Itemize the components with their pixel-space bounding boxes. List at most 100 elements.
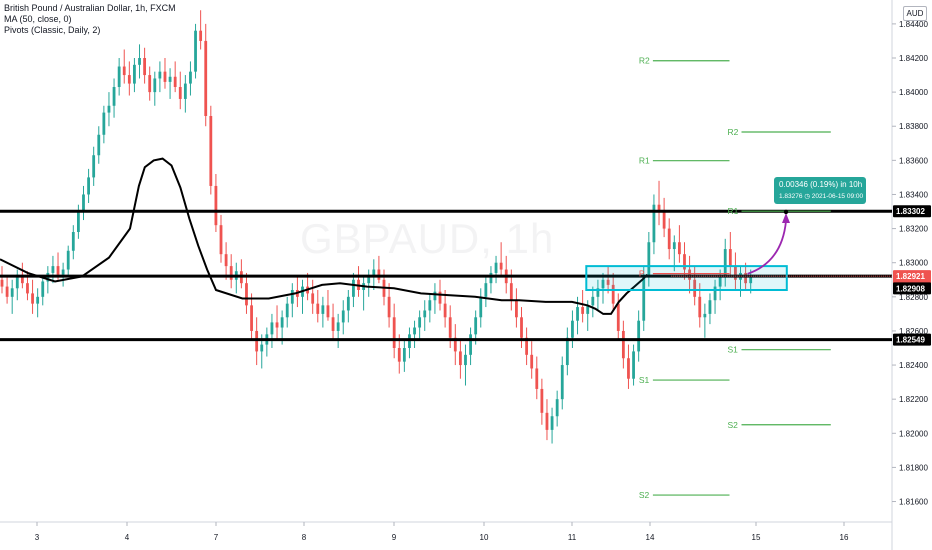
candle-body (82, 194, 85, 212)
candle-body (667, 228, 671, 250)
candle-body (693, 279, 697, 297)
candle-body (606, 279, 610, 285)
y-tick-label: 1.82400 (899, 361, 928, 370)
candle-body (560, 365, 564, 400)
symbol-watermark: GBPAUD, 1h (300, 215, 555, 262)
y-tick-label: 1.83400 (899, 190, 928, 199)
y-tick-label: 1.84400 (899, 20, 928, 29)
candle-body (127, 75, 131, 84)
candle-body (214, 185, 218, 226)
candle-body (413, 327, 416, 335)
candle-body (352, 279, 355, 297)
candle-body (423, 310, 427, 318)
candle-body (408, 334, 411, 348)
candle-body (153, 78, 157, 93)
x-tick-label: 4 (125, 533, 130, 542)
level-price-tag-bg (893, 205, 931, 218)
candle-body (611, 284, 615, 304)
candle-body (92, 155, 96, 178)
candle-body (530, 354, 534, 369)
candle-body (107, 105, 111, 113)
candle-body (627, 358, 630, 379)
y-tick-label: 1.81800 (899, 463, 928, 472)
candle-body (647, 242, 651, 277)
y-tick-label: 1.82200 (899, 395, 928, 404)
candle-body (688, 269, 691, 280)
chart-legend: British Pound / Australian Dollar, 1h, F… (4, 3, 176, 36)
pivot-label: R2 (728, 127, 739, 137)
candle-body (499, 262, 503, 270)
candle-body (15, 274, 19, 289)
candle-body (270, 322, 274, 335)
candle-body (20, 274, 24, 284)
candle-body (469, 334, 472, 355)
legend-pivots: Pivots (Classic, Daily, 2) (4, 25, 101, 35)
candle-body (479, 296, 483, 318)
pivot-label: S2 (639, 490, 650, 500)
candle-body (418, 317, 422, 328)
candle-body (229, 266, 233, 280)
currency-badge[interactable]: AUD (903, 6, 927, 21)
candle-body (76, 211, 80, 232)
candle-body (367, 276, 371, 284)
ma-line (0, 157, 649, 315)
candle-body (509, 283, 513, 301)
candle-body (194, 30, 197, 72)
candle-body (433, 291, 437, 301)
candle-body (41, 281, 45, 297)
candle-body (723, 249, 727, 277)
candle-body (596, 288, 600, 297)
projection-arrow (747, 220, 787, 275)
candle-body (657, 204, 661, 212)
pivot-label: R1 (728, 206, 739, 216)
candle-body (515, 300, 518, 318)
candle-body (97, 134, 101, 156)
candle-body (453, 337, 457, 352)
candle-body (189, 71, 192, 84)
candle-body (576, 307, 579, 321)
candle-body (387, 296, 391, 318)
pivot-label: R2 (639, 56, 650, 66)
candle-body (61, 269, 65, 275)
candle-body (464, 354, 467, 366)
y-tick-label: 1.83800 (899, 122, 928, 131)
x-tick-label: 7 (214, 533, 219, 542)
candle-body (326, 305, 330, 318)
candle-body (321, 305, 325, 314)
candle-body (708, 300, 712, 314)
candle-body (677, 242, 681, 255)
candle-body (545, 412, 549, 430)
x-tick-label: 9 (392, 533, 397, 542)
y-tick-label: 1.82800 (899, 293, 928, 302)
measure-price: 1.83276 (779, 193, 803, 200)
y-tick-label: 1.82000 (899, 429, 928, 438)
candle-body (494, 262, 498, 273)
candle-body (718, 276, 722, 287)
candle-body (158, 71, 162, 79)
candle-body (377, 269, 381, 280)
y-tick-label: 1.81600 (899, 498, 928, 507)
y-tick-label: 1.82600 (899, 327, 928, 336)
candle-body (749, 276, 753, 284)
candle-body (438, 291, 442, 304)
candle-body (31, 293, 34, 304)
pivot-label: P (639, 269, 645, 279)
pivot-label: R1 (639, 156, 650, 166)
candle-body (397, 348, 401, 362)
arrow-head (782, 213, 790, 223)
candle-body (744, 272, 748, 284)
measure-point (783, 209, 789, 215)
candle-body (581, 307, 585, 314)
x-tick-label: 16 (840, 533, 849, 542)
candle-body (662, 211, 666, 229)
candle-body (316, 303, 320, 314)
candle-body (586, 305, 590, 314)
candle-body (290, 290, 294, 304)
y-tick-label: 1.84000 (899, 88, 928, 97)
candle-body (565, 337, 569, 366)
level-price-tag-bg (893, 333, 931, 346)
candle-body (672, 242, 676, 250)
ma-price-tag: 1.82908 (896, 284, 925, 293)
candle-body (183, 83, 187, 99)
